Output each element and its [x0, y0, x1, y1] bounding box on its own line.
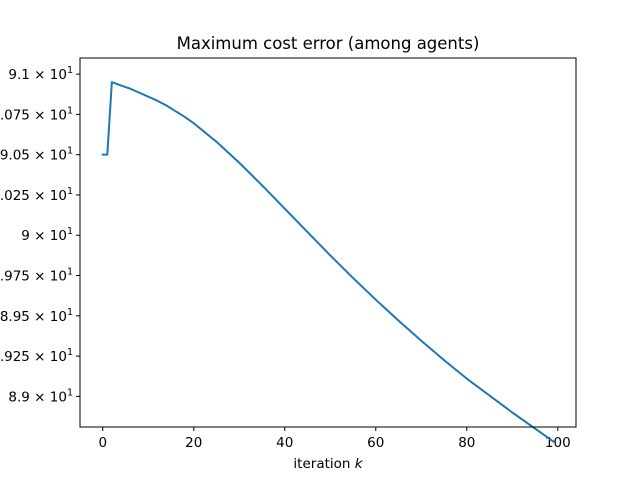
- y-tick-label: 9.05 × 101: [0, 146, 73, 164]
- plot-frame: [79, 57, 577, 428]
- y-tick-label-exponent: 1: [67, 226, 73, 237]
- x-axis-label: iteration k: [293, 456, 363, 472]
- y-tick-label: .975 × 101: [0, 267, 73, 285]
- plot-series: [101, 81, 555, 443]
- y-tick-label-base: 8.9 × 10: [8, 389, 67, 405]
- y-tick-label-exponent: 1: [67, 307, 73, 318]
- y-tick-label-base: .075 × 10: [0, 107, 67, 123]
- y-tick-label: .025 × 101: [0, 186, 73, 204]
- y-tick-label-exponent: 1: [67, 186, 73, 197]
- y-tick-label-exponent: 1: [67, 146, 73, 157]
- y-tick-label-base: .025 × 10: [0, 188, 67, 204]
- y-tick-label-base: .925 × 10: [0, 349, 67, 365]
- chart-title: Maximum cost error (among agents): [177, 34, 480, 53]
- y-tick-label: 8.95 × 101: [0, 307, 73, 325]
- x-tick-label: 40: [276, 435, 293, 451]
- x-axis: 0 20 40 60 80 100: [98, 427, 571, 451]
- y-tick-label-exponent: 1: [67, 65, 73, 76]
- x-tick-label: 0: [98, 435, 107, 451]
- x-axis-label-text: iteration: [293, 456, 354, 472]
- y-tick-label: 8.9 × 101: [8, 387, 73, 405]
- x-tick-label: 20: [185, 435, 202, 451]
- y-tick-label-base: 8.95 × 10: [0, 309, 67, 325]
- x-tick-label: 60: [367, 435, 384, 451]
- y-tick-label-exponent: 1: [67, 267, 73, 278]
- y-tick-label: 9.1 × 101: [8, 65, 73, 83]
- series-line: [101, 81, 555, 443]
- y-tick-label-base: .975 × 10: [0, 269, 67, 285]
- x-tick-label: 80: [458, 435, 475, 451]
- y-tick-label-base: 9.1 × 10: [8, 67, 67, 83]
- y-tick-label-exponent: 1: [67, 347, 73, 358]
- y-tick-label: .075 × 101: [0, 105, 73, 123]
- y-tick-label-base: 9 × 10: [21, 228, 67, 244]
- y-tick-label: .925 × 101: [0, 347, 73, 365]
- y-tick-label: 9 × 101: [21, 226, 73, 244]
- x-axis-label-variable: k: [355, 456, 364, 472]
- y-tick-label-exponent: 1: [67, 387, 73, 398]
- y-tick-label-base: 9.05 × 10: [0, 148, 67, 164]
- y-tick-label-exponent: 1: [67, 105, 73, 116]
